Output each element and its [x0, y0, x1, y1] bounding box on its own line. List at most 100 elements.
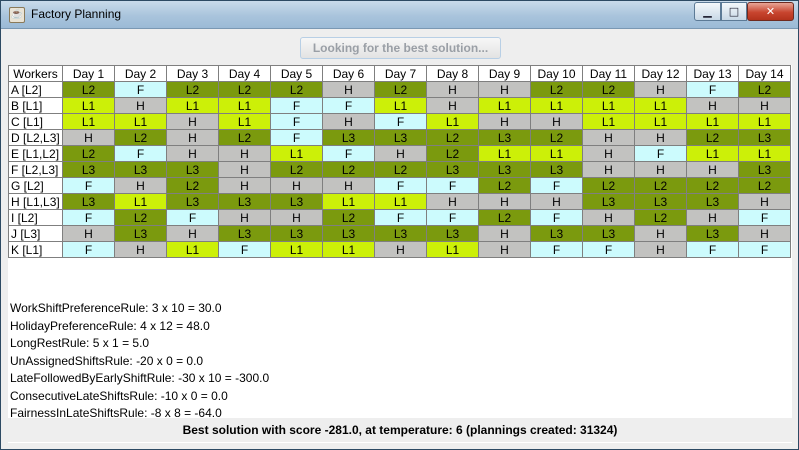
shift-cell[interactable]: F: [530, 177, 583, 194]
shift-cell[interactable]: L3: [634, 193, 687, 210]
shift-cell[interactable]: L1: [322, 193, 375, 210]
shift-cell[interactable]: H: [634, 161, 687, 178]
shift-cell[interactable]: L1: [634, 113, 687, 130]
shift-cell[interactable]: L3: [582, 193, 635, 210]
shift-cell[interactable]: L3: [374, 129, 427, 146]
shift-cell[interactable]: H: [218, 145, 271, 162]
shift-cell[interactable]: H: [634, 81, 687, 98]
shift-cell[interactable]: L2: [530, 129, 583, 146]
shift-cell[interactable]: F: [114, 145, 167, 162]
shift-cell[interactable]: L1: [582, 113, 635, 130]
shift-cell[interactable]: L2: [686, 129, 739, 146]
shift-cell[interactable]: L2: [62, 145, 115, 162]
shift-cell[interactable]: H: [322, 177, 375, 194]
shift-cell[interactable]: F: [686, 81, 739, 98]
shift-cell[interactable]: L2: [270, 81, 323, 98]
shift-cell[interactable]: L3: [322, 129, 375, 146]
shift-cell[interactable]: L1: [738, 113, 791, 130]
shift-cell[interactable]: L3: [530, 161, 583, 178]
shift-cell[interactable]: H: [270, 177, 323, 194]
shift-cell[interactable]: F: [62, 209, 115, 226]
shift-cell[interactable]: F: [374, 209, 427, 226]
shift-cell[interactable]: L1: [374, 97, 427, 114]
shift-cell[interactable]: L2: [374, 161, 427, 178]
shift-cell[interactable]: L1: [114, 113, 167, 130]
shift-cell[interactable]: L2: [738, 177, 791, 194]
shift-cell[interactable]: L3: [426, 225, 479, 242]
shift-cell[interactable]: H: [738, 193, 791, 210]
shift-cell[interactable]: L1: [426, 113, 479, 130]
shift-cell[interactable]: H: [478, 241, 531, 258]
shift-cell[interactable]: H: [582, 161, 635, 178]
shift-cell[interactable]: L3: [114, 225, 167, 242]
maximize-button[interactable]: □: [721, 2, 747, 21]
shift-cell[interactable]: F: [270, 113, 323, 130]
shift-cell[interactable]: L3: [270, 193, 323, 210]
close-button[interactable]: ✕: [747, 2, 794, 21]
shift-cell[interactable]: L1: [62, 97, 115, 114]
shift-cell[interactable]: F: [270, 129, 323, 146]
shift-cell[interactable]: F: [530, 209, 583, 226]
shift-cell[interactable]: F: [634, 145, 687, 162]
shift-cell[interactable]: L1: [634, 97, 687, 114]
shift-cell[interactable]: L3: [686, 193, 739, 210]
shift-cell[interactable]: H: [166, 113, 219, 130]
shift-cell[interactable]: L2: [218, 81, 271, 98]
shift-cell[interactable]: L2: [478, 177, 531, 194]
shift-cell[interactable]: L1: [478, 97, 531, 114]
shift-cell[interactable]: F: [62, 177, 115, 194]
shift-cell[interactable]: L2: [166, 177, 219, 194]
shift-cell[interactable]: H: [374, 145, 427, 162]
shift-cell[interactable]: H: [374, 241, 427, 258]
minimize-button[interactable]: ▁: [694, 2, 721, 21]
shift-cell[interactable]: L2: [374, 81, 427, 98]
shift-cell[interactable]: F: [530, 241, 583, 258]
shift-cell[interactable]: H: [530, 193, 583, 210]
shift-cell[interactable]: F: [426, 209, 479, 226]
shift-cell[interactable]: H: [322, 81, 375, 98]
shift-cell[interactable]: L3: [530, 225, 583, 242]
shift-cell[interactable]: L1: [530, 97, 583, 114]
shift-cell[interactable]: L2: [166, 81, 219, 98]
shift-cell[interactable]: L2: [270, 161, 323, 178]
shift-cell[interactable]: H: [114, 241, 167, 258]
shift-cell[interactable]: L3: [218, 225, 271, 242]
shift-cell[interactable]: H: [426, 97, 479, 114]
shift-cell[interactable]: L1: [62, 113, 115, 130]
shift-cell[interactable]: L1: [478, 145, 531, 162]
shift-cell[interactable]: H: [166, 129, 219, 146]
shift-cell[interactable]: L3: [114, 161, 167, 178]
shift-cell[interactable]: L3: [686, 225, 739, 242]
solve-button[interactable]: Looking for the best solution...: [300, 37, 501, 59]
shift-cell[interactable]: H: [634, 225, 687, 242]
shift-cell[interactable]: F: [374, 177, 427, 194]
shift-cell[interactable]: L3: [478, 129, 531, 146]
shift-cell[interactable]: H: [166, 225, 219, 242]
shift-cell[interactable]: L3: [374, 225, 427, 242]
shift-cell[interactable]: F: [166, 209, 219, 226]
shift-cell[interactable]: H: [738, 97, 791, 114]
shift-cell[interactable]: L2: [738, 81, 791, 98]
shift-cell[interactable]: H: [634, 129, 687, 146]
shift-cell[interactable]: F: [582, 241, 635, 258]
shift-cell[interactable]: L1: [114, 193, 167, 210]
shift-cell[interactable]: L3: [738, 129, 791, 146]
shift-cell[interactable]: H: [218, 177, 271, 194]
shift-cell[interactable]: L2: [114, 209, 167, 226]
shift-cell[interactable]: F: [114, 81, 167, 98]
shift-cell[interactable]: H: [62, 225, 115, 242]
shift-cell[interactable]: L1: [530, 145, 583, 162]
shift-cell[interactable]: H: [582, 209, 635, 226]
shift-cell[interactable]: L2: [426, 129, 479, 146]
shift-cell[interactable]: L1: [686, 113, 739, 130]
shift-cell[interactable]: H: [426, 81, 479, 98]
shift-cell[interactable]: F: [218, 241, 271, 258]
shift-cell[interactable]: L2: [426, 145, 479, 162]
shift-cell[interactable]: L3: [166, 193, 219, 210]
shift-cell[interactable]: L2: [686, 177, 739, 194]
shift-cell[interactable]: L3: [478, 161, 531, 178]
title-bar[interactable]: ☕ Factory Planning ▁ □ ✕: [1, 1, 798, 29]
shift-cell[interactable]: H: [62, 129, 115, 146]
shift-cell[interactable]: L1: [322, 241, 375, 258]
shift-cell[interactable]: L1: [686, 145, 739, 162]
